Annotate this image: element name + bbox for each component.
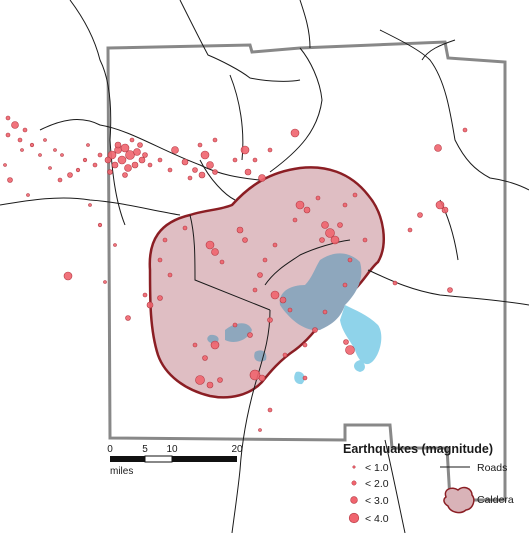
legend-caldera-label: Caldera (477, 494, 514, 506)
scale-tick-0: 0 (107, 444, 113, 455)
legend-symbol-mag-2 (351, 480, 357, 486)
legend-label-mag-4: < 4.0 (365, 513, 389, 525)
legend-label-mag-1: < 1.0 (365, 462, 389, 474)
legend-symbol-mag-1 (352, 465, 356, 469)
park-boundary (106, 40, 507, 502)
scale-tick-5: 5 (142, 444, 148, 455)
legend-caldera-symbol (443, 486, 475, 514)
legend: Earthquakes (magnitude) < 1.0 < 2.0 < 3.… (343, 442, 514, 525)
legend-label-mag-2: < 2.0 (365, 478, 389, 490)
lakes (207, 253, 382, 385)
legend-roads-label: Roads (477, 462, 507, 474)
legend-title: Earthquakes (magnitude) (343, 442, 493, 456)
scale-tick-10: 10 (166, 444, 178, 455)
scale-bar: 0 5 10 20 miles (107, 444, 243, 477)
legend-symbol-mag-4 (348, 512, 360, 524)
scale-tick-20: 20 (231, 444, 243, 455)
earthquakes (3, 115, 468, 432)
scale-unit-label: miles (110, 466, 133, 477)
legend-label-mag-3: < 3.0 (365, 495, 389, 507)
legend-symbol-mag-3 (350, 496, 358, 504)
